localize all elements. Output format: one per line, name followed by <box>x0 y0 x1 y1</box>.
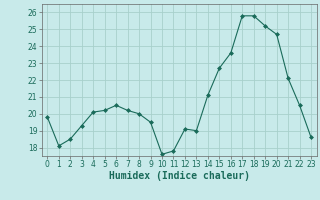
X-axis label: Humidex (Indice chaleur): Humidex (Indice chaleur) <box>109 171 250 181</box>
